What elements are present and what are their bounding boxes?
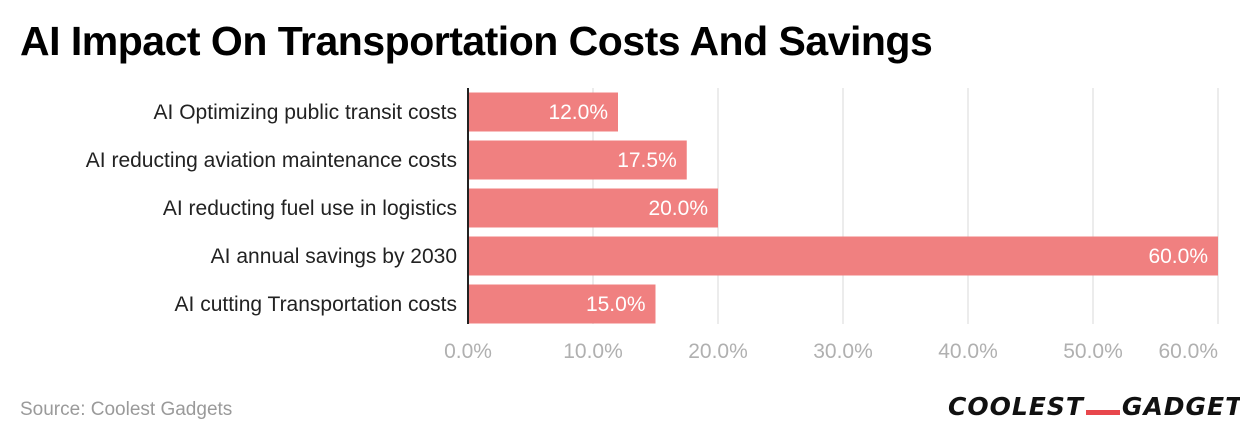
- bar-value-label: 60.0%: [1148, 245, 1208, 268]
- source-note: Source: Coolest Gadgets: [20, 399, 233, 420]
- x-tick-label: 40.0%: [938, 340, 998, 363]
- bar-chart: 12.0% 17.5% 20.0% 60.0% 15.0% AI Optimizing …: [86, 88, 1219, 363]
- x-tick-label: 20.0%: [688, 340, 748, 363]
- bar-value-label: 15.0%: [586, 293, 646, 316]
- brand-logo-right: GADGETS: [1121, 392, 1240, 421]
- x-axis-ticks: 0.0% 10.0% 20.0% 30.0% 40.0% 50.0% 60.0%: [444, 340, 1218, 363]
- category-label: AI reducting aviation maintenance costs: [86, 149, 457, 172]
- brand-logo-left: COOLEST: [948, 392, 1084, 421]
- bar: [468, 92, 618, 132]
- bar-value-label: 17.5%: [617, 149, 677, 172]
- brand-logo-dash: [1085, 409, 1120, 415]
- category-labels: AI Optimizing public transit costs AI red…: [86, 101, 457, 316]
- chart-title: AI Impact On Transportation Costs And Sa…: [20, 18, 933, 64]
- x-tick-label: 30.0%: [813, 340, 873, 363]
- bar: [468, 284, 656, 324]
- bar-value-label: 12.0%: [548, 101, 608, 124]
- brand-logo: COOLEST GADGETS: [948, 392, 1240, 421]
- bars: 12.0% 17.5% 20.0% 60.0% 15.0%: [468, 92, 1218, 324]
- category-label: AI Optimizing public transit costs: [154, 101, 457, 124]
- category-label: AI annual savings by 2030: [211, 245, 457, 268]
- category-label: AI reducting fuel use in logistics: [163, 197, 457, 220]
- x-tick-label: 0.0%: [444, 340, 492, 363]
- bar: [468, 236, 1218, 276]
- x-tick-label: 10.0%: [563, 340, 623, 363]
- bar: [468, 140, 687, 180]
- x-tick-label: 60.0%: [1158, 340, 1218, 363]
- bar: [468, 188, 718, 228]
- bar-value-label: 20.0%: [648, 197, 708, 220]
- x-tick-label: 50.0%: [1063, 340, 1123, 363]
- category-label: AI cutting Transportation costs: [175, 293, 457, 316]
